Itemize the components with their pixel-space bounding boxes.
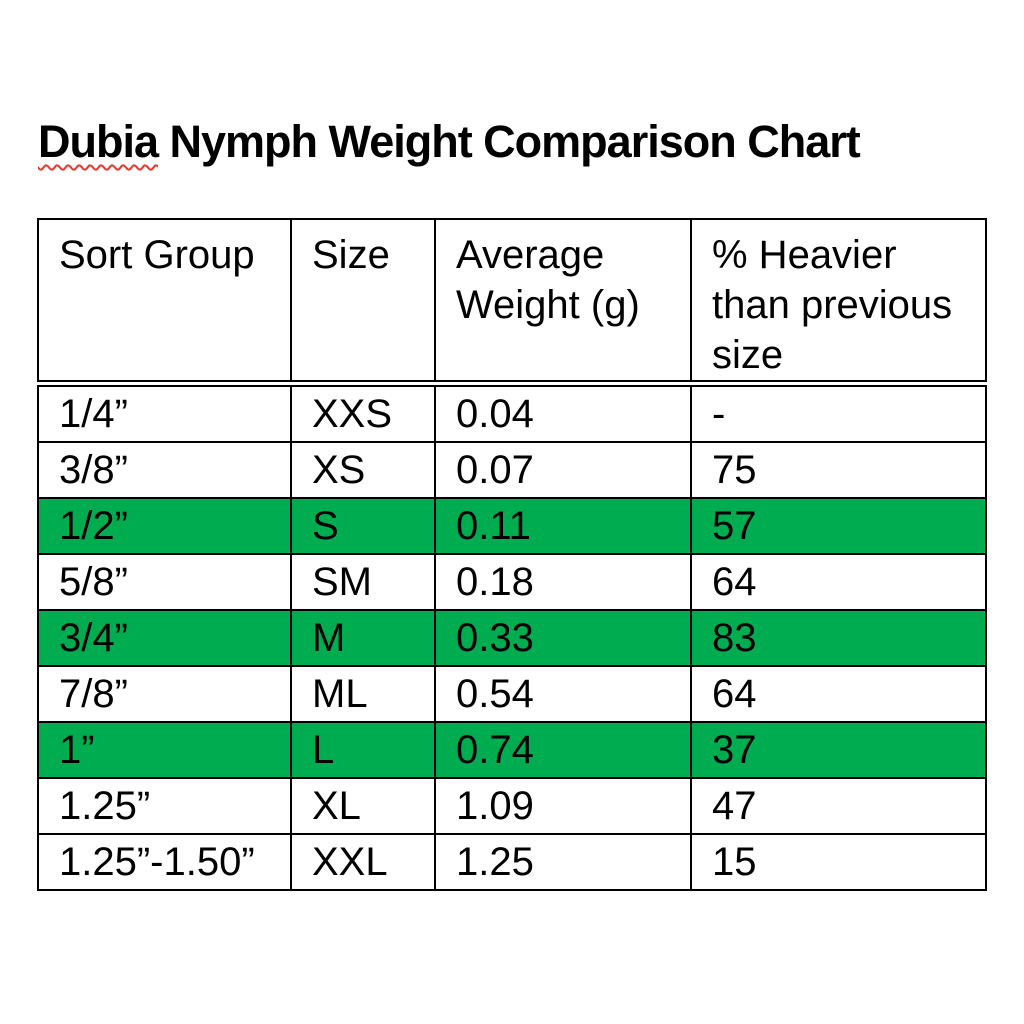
table-row: 1.25”-1.50” XXL 1.25 15 xyxy=(37,833,987,891)
cell-sort-group: 1.25”-1.50” xyxy=(37,833,292,891)
cell-average-weight: 0.18 xyxy=(434,553,692,611)
cell-sort-group: 1/2” xyxy=(37,497,292,555)
cell-sort-group: 1” xyxy=(37,721,292,779)
cell-size: SM xyxy=(290,553,436,611)
table-row: 1.25” XL 1.09 47 xyxy=(37,777,987,835)
cell-pct-heavier: 64 xyxy=(690,665,987,723)
cell-sort-group: 7/8” xyxy=(37,665,292,723)
cell-size: S xyxy=(290,497,436,555)
cell-pct-heavier: 57 xyxy=(690,497,987,555)
cell-pct-heavier: 37 xyxy=(690,721,987,779)
column-header-pct-heavier: % Heavier than previous size xyxy=(690,218,987,387)
document-page: Dubia Nymph Weight Comparison Chart Sort… xyxy=(0,116,1024,891)
cell-average-weight: 0.04 xyxy=(434,382,692,443)
table-row: 5/8” SM 0.18 64 xyxy=(37,553,987,611)
cell-size: XXL xyxy=(290,833,436,891)
cell-sort-group: 3/4” xyxy=(37,609,292,667)
cell-sort-group: 1.25” xyxy=(37,777,292,835)
column-header-average-weight: Average Weight (g) xyxy=(434,218,692,387)
table-row: 1/4” XXS 0.04 - xyxy=(37,382,987,443)
page-title: Dubia Nymph Weight Comparison Chart xyxy=(38,116,1024,168)
cell-average-weight: 0.07 xyxy=(434,441,692,499)
cell-pct-heavier: 83 xyxy=(690,609,987,667)
cell-pct-heavier: - xyxy=(690,382,987,443)
cell-pct-heavier: 64 xyxy=(690,553,987,611)
cell-size: M xyxy=(290,609,436,667)
cell-average-weight: 0.54 xyxy=(434,665,692,723)
table-row: 3/8” XS 0.07 75 xyxy=(37,441,987,499)
column-header-size: Size xyxy=(290,218,436,387)
cell-pct-heavier: 15 xyxy=(690,833,987,891)
column-header-sort-group: Sort Group xyxy=(37,218,292,387)
cell-average-weight: 0.33 xyxy=(434,609,692,667)
header-row: Sort Group Size Average Weight (g) % Hea… xyxy=(37,218,987,387)
cell-size: XS xyxy=(290,441,436,499)
weight-comparison-table: Sort Group Size Average Weight (g) % Hea… xyxy=(37,218,987,891)
cell-average-weight: 1.25 xyxy=(434,833,692,891)
cell-sort-group: 1/4” xyxy=(37,382,292,443)
table-row: 3/4” M 0.33 83 xyxy=(37,609,987,667)
cell-pct-heavier: 75 xyxy=(690,441,987,499)
table-row: 1” L 0.74 37 xyxy=(37,721,987,779)
table-row: 1/2” S 0.11 57 xyxy=(37,497,987,555)
cell-average-weight: 0.74 xyxy=(434,721,692,779)
cell-size: ML xyxy=(290,665,436,723)
table-row: 7/8” ML 0.54 64 xyxy=(37,665,987,723)
title-misspelled-word: Dubia xyxy=(38,116,159,167)
cell-average-weight: 0.11 xyxy=(434,497,692,555)
title-rest: Nymph Weight Comparison Chart xyxy=(158,116,861,167)
cell-size: XL xyxy=(290,777,436,835)
cell-sort-group: 3/8” xyxy=(37,441,292,499)
cell-pct-heavier: 47 xyxy=(690,777,987,835)
cell-size: L xyxy=(290,721,436,779)
cell-sort-group: 5/8” xyxy=(37,553,292,611)
cell-average-weight: 1.09 xyxy=(434,777,692,835)
cell-size: XXS xyxy=(290,382,436,443)
